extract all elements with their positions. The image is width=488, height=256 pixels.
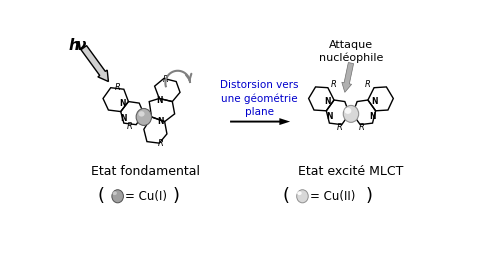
Text: ): ) xyxy=(365,187,372,205)
Ellipse shape xyxy=(112,190,123,203)
Text: (: ( xyxy=(282,187,289,205)
Ellipse shape xyxy=(136,109,152,125)
Ellipse shape xyxy=(112,191,117,195)
Text: Etat excité MLCT: Etat excité MLCT xyxy=(298,165,404,178)
Text: Distorsion vers
une géométrie
plane: Distorsion vers une géométrie plane xyxy=(220,80,299,117)
Text: R: R xyxy=(158,139,163,148)
Text: ν: ν xyxy=(76,38,86,54)
Text: Attaque
nucléophile: Attaque nucléophile xyxy=(319,40,383,63)
Text: R: R xyxy=(163,76,168,84)
Text: (: ( xyxy=(97,187,104,205)
Text: h: h xyxy=(68,38,79,54)
Text: R: R xyxy=(331,80,337,89)
Text: N: N xyxy=(326,112,333,121)
Text: Etat fondamental: Etat fondamental xyxy=(91,165,200,178)
Text: N: N xyxy=(371,97,377,106)
Ellipse shape xyxy=(139,111,144,116)
Text: N: N xyxy=(121,114,127,123)
Text: R: R xyxy=(115,83,121,92)
Text: N: N xyxy=(158,117,164,126)
Ellipse shape xyxy=(297,191,302,195)
Text: N: N xyxy=(119,99,125,108)
Ellipse shape xyxy=(345,108,351,114)
Text: N: N xyxy=(325,97,331,106)
FancyArrow shape xyxy=(230,118,290,125)
Text: R: R xyxy=(365,80,371,89)
Text: R: R xyxy=(127,122,133,131)
Ellipse shape xyxy=(297,190,308,203)
FancyArrow shape xyxy=(81,46,108,82)
Text: = Cu(II): = Cu(II) xyxy=(310,190,356,203)
Text: N: N xyxy=(156,95,163,104)
Text: N: N xyxy=(369,112,376,121)
Text: = Cu(I): = Cu(I) xyxy=(125,190,167,203)
Text: R: R xyxy=(337,123,343,132)
Ellipse shape xyxy=(343,105,359,122)
FancyArrow shape xyxy=(342,62,354,92)
Text: ): ) xyxy=(173,187,180,205)
Text: R: R xyxy=(359,123,365,132)
